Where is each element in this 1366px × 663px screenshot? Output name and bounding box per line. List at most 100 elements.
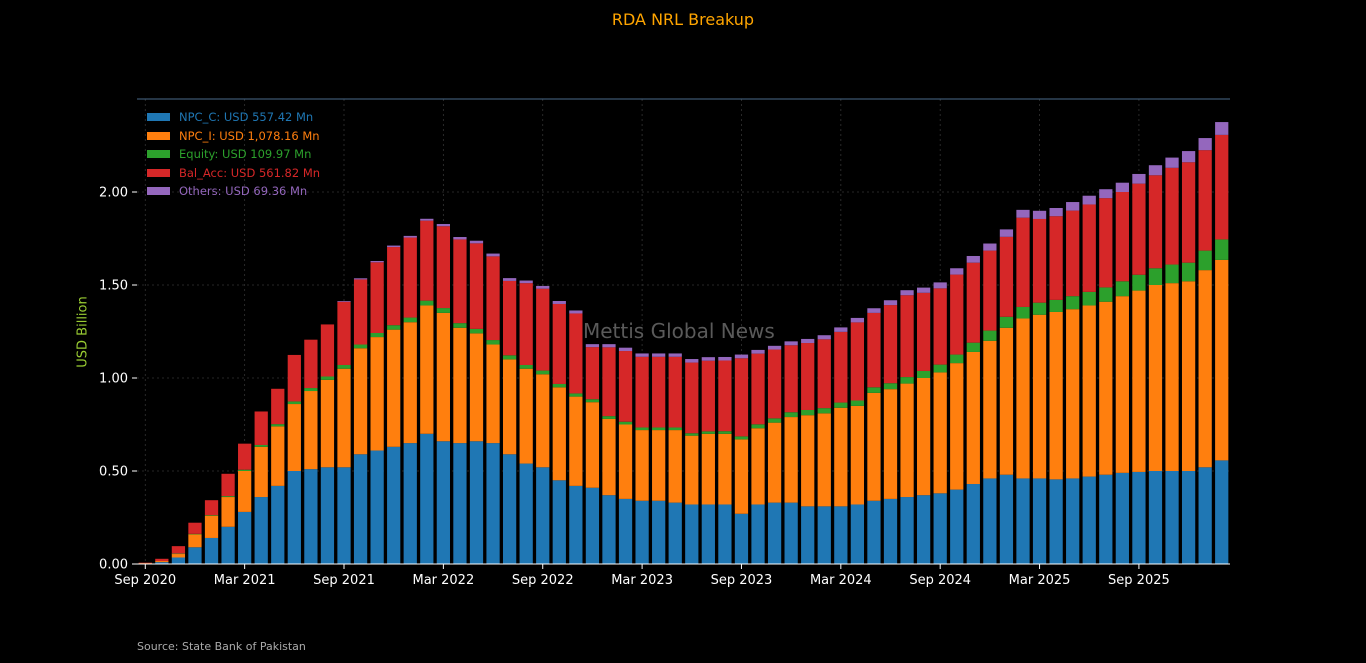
bar-segment-equity [999,316,1014,328]
bar-segment-npc-i [602,418,616,496]
bar-segment-npc-c [817,506,831,564]
bar-segment-npc-i [1165,283,1179,471]
bar-segment-npc-c [618,498,633,564]
bar-segment-bal-acc [1016,217,1030,307]
bar-segment-npc-i [502,359,517,455]
bar-segment-bal-acc [1215,134,1229,240]
bar-segment-npc-c [254,497,268,564]
bar-segment-equity [204,515,219,516]
bar-segment-npc-c [900,497,914,564]
bar-segment-npc-c [370,450,384,564]
bar-segment-equity [221,496,235,498]
bar-segment-npc-i [271,426,285,486]
bar-segment-equity [436,308,450,313]
bar-segment-bal-acc [353,279,368,345]
bar-segment-equity [536,370,550,375]
bar-segment-others [1032,210,1047,219]
bar-segment-others [552,300,566,304]
bar-segment-equity [337,364,351,369]
bar-segment-npc-c [353,454,368,564]
bar-segment-others [1115,182,1129,192]
watermark: Mettis Global News [583,319,775,343]
bar-segment-npc-i [966,351,980,485]
bar-segment-npc-i [353,348,368,455]
bar-segment-npc-c [536,467,550,564]
legend-swatch-npc-c [147,113,170,122]
bar-segment-npc-i [486,344,500,444]
bar-segment-npc-c [917,495,931,564]
bar-segment-npc-c [1198,467,1212,564]
bar-segment-equity [668,427,682,431]
bar-segment-npc-i [453,327,467,444]
bar-segment-npc-i [403,322,417,444]
bar-segment-equity [502,355,517,360]
legend-label-bal-acc: Bal_Acc: USD 561.82 Mn [179,165,321,180]
bar-segment-npc-c [403,443,417,564]
bar-segment-npc-c [850,504,865,564]
bar-segment-others [337,300,351,302]
bar-segment-npc-i [652,430,666,501]
bar-segment-npc-i [999,327,1014,475]
bar-segment-equity [817,408,831,414]
bar-segment-npc-c [867,500,881,564]
bar-segment-equity [1066,296,1080,310]
legend-item-equity: Equity: USD 109.97 Mn [147,145,320,164]
bar-segment-others [784,341,798,346]
bar-segment-equity [469,328,484,334]
axes: 0.00 0.50 1.00 1.50 2.00 Sep 2020 Mar 2021 Sep … [99,98,1230,588]
bar-segment-bal-acc [685,362,699,434]
bar-segment-npc-i [834,407,848,507]
bar-segment-npc-c [502,454,517,564]
bar-segment-bal-acc [817,339,831,409]
bar-segment-npc-i [138,563,152,564]
bar-segment-npc-c [1016,478,1030,564]
bar-segment-equity [403,317,417,323]
bar-segment-npc-c [238,511,252,564]
legend: NPC_C: USD 557.42 Mn NPC_I: USD 1,078.16… [147,108,320,201]
bar-segment-equity [370,332,384,338]
bar-segment-npc-c [585,487,600,564]
bar-segment-bal-acc [171,546,186,554]
bar-segment-others [436,223,450,227]
bar-segment-equity [767,418,782,423]
bar-segment-npc-i [635,430,649,501]
bar-segment-npc-i [900,383,914,498]
bar-segment-equity [701,431,715,434]
bar-segment-equity [1115,281,1129,297]
bar-segment-bal-acc [784,345,798,413]
bar-segment-npc-c [1165,471,1179,564]
bar-segment-equity [966,342,980,352]
bar-segment-equity [618,421,633,425]
bar-segment-equity [734,436,749,440]
bar-segment-bal-acc [950,274,964,355]
bar-segment-others [1181,151,1196,163]
bar-segment-others [1016,209,1030,218]
bar-segment-equity [353,344,368,349]
bar-segment-others [387,245,401,248]
bar-segment-bal-acc [453,239,467,324]
bar-segment-npc-c [155,562,169,564]
legend-swatch-others [147,187,170,196]
bar-segment-equity [486,340,500,345]
bar-segment-bal-acc [917,292,931,371]
bar-segment-equity [900,377,914,384]
bar-segment-others [403,235,417,238]
chart-title: RDA NRL Breakup [611,10,755,29]
bar-segment-equity [420,300,434,306]
grid-lines [137,99,1230,564]
bar-segment-npc-i [370,337,384,451]
bar-segment-npc-c [1082,476,1096,564]
x-tick-label: Mar 2023 [611,573,673,588]
legend-swatch-npc-i [147,131,170,140]
bar-segment-npc-i [801,415,815,507]
bar-segment-npc-c [635,500,649,564]
bar-segment-npc-i [188,534,202,548]
x-tick-label: Mar 2022 [412,573,474,588]
x-tick-label: Mar 2021 [214,573,276,588]
bar-segment-npc-c [602,495,616,564]
bar-segment-others [618,347,633,352]
bar-segment-equity [850,400,865,406]
bar-segment-npc-c [801,506,815,564]
bar-segment-npc-c [552,480,566,564]
bar-segment-others [933,282,947,289]
